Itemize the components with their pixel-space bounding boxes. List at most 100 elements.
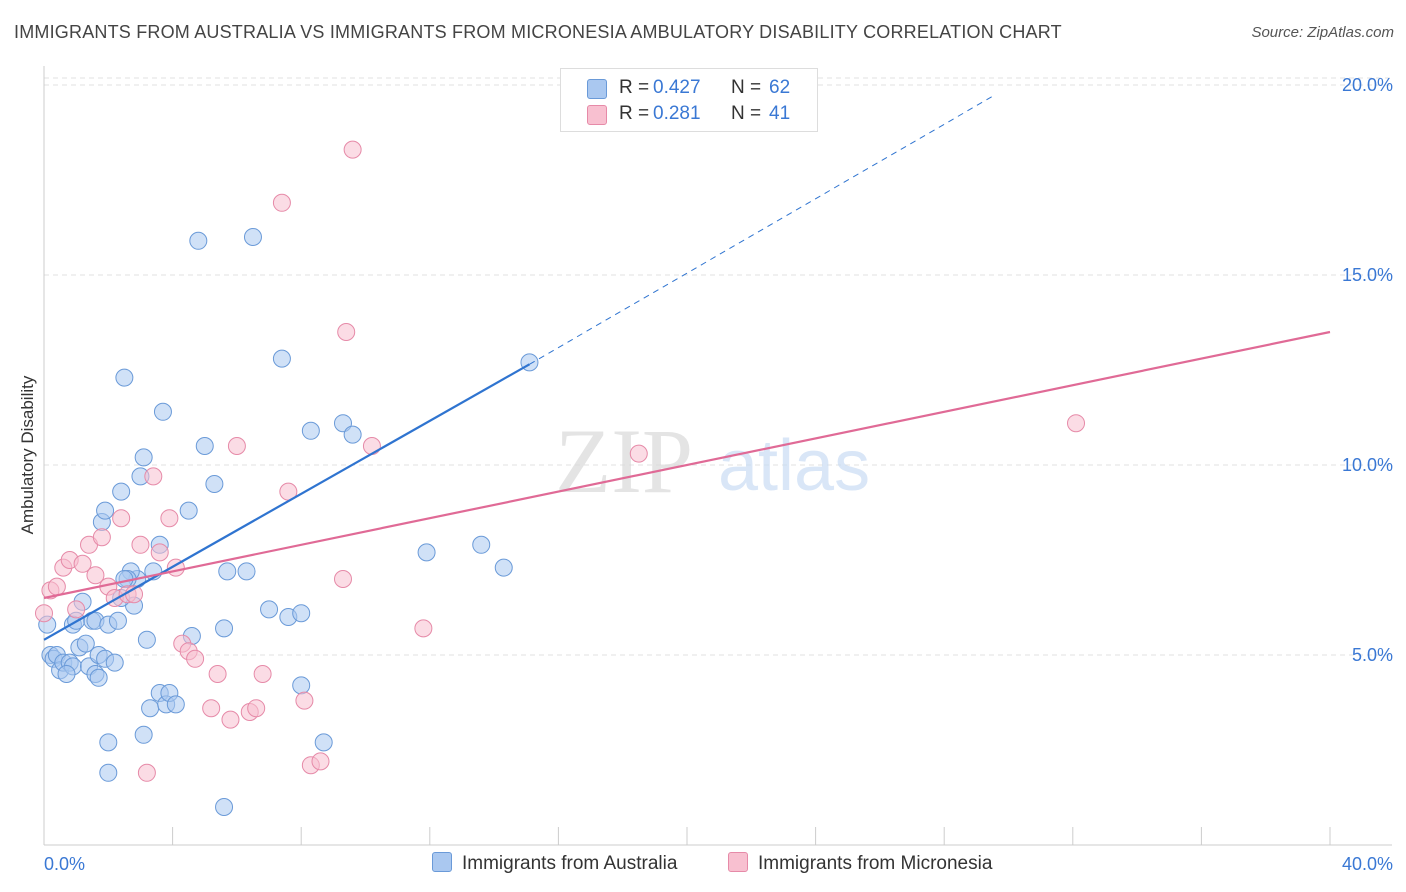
- legend-n-value: 41: [769, 103, 791, 124]
- point-micronesia: [92, 528, 111, 547]
- point-australia: [195, 437, 214, 455]
- point-australia: [215, 798, 234, 816]
- bottom-legend-label-micronesia: Immigrants from Micronesia: [758, 853, 993, 874]
- point-australia: [343, 425, 362, 444]
- point-australia: [99, 733, 118, 752]
- y-tick-label: 20.0%: [1342, 75, 1393, 95]
- point-australia: [243, 228, 262, 246]
- point-micronesia: [1067, 414, 1086, 433]
- point-micronesia: [144, 467, 163, 486]
- point-micronesia: [137, 763, 156, 782]
- point-micronesia: [333, 570, 352, 588]
- point-micronesia: [131, 535, 150, 554]
- point-micronesia: [272, 193, 291, 212]
- point-australia: [189, 231, 208, 250]
- point-micronesia: [311, 752, 330, 771]
- point-australia: [99, 763, 118, 782]
- y-axis-label: Ambulatory Disability: [18, 375, 37, 535]
- bottom-legend-label-australia: Immigrants from Australia: [462, 853, 678, 874]
- point-micronesia: [35, 604, 53, 623]
- point-micronesia: [160, 509, 179, 528]
- legend-r-value: 0.281: [653, 103, 701, 124]
- point-australia: [314, 733, 333, 752]
- point-australia: [417, 543, 436, 562]
- point-australia: [112, 482, 131, 501]
- legend-n-label: N =: [731, 103, 762, 124]
- point-australia: [76, 634, 95, 653]
- y-tick-label: 15.0%: [1342, 265, 1393, 285]
- watermark-atlas: atlas: [718, 426, 870, 506]
- point-micronesia: [112, 509, 131, 528]
- chart-title: IMMIGRANTS FROM AUSTRALIA VS IMMIGRANTS …: [14, 22, 1062, 42]
- point-australia: [292, 604, 311, 623]
- point-micronesia: [629, 444, 648, 463]
- point-micronesia: [414, 619, 433, 638]
- point-australia: [494, 558, 513, 577]
- point-australia: [134, 448, 153, 467]
- point-micronesia: [247, 699, 266, 718]
- point-australia: [57, 665, 76, 683]
- watermark-zip: ZIP: [555, 410, 693, 512]
- bottom-legend-micronesia: Immigrants from Micronesia: [728, 852, 992, 875]
- point-australia: [218, 562, 237, 581]
- point-australia: [237, 562, 256, 581]
- point-australia: [115, 570, 134, 588]
- point-australia: [472, 535, 491, 554]
- legend-n-label: N =: [731, 77, 762, 98]
- x-tick-label: 0.0%: [44, 854, 85, 874]
- trend-extension-australia: [529, 95, 993, 365]
- legend-n-value: 62: [769, 77, 791, 98]
- bottom-legend-australia: Immigrants from Australia: [432, 852, 677, 875]
- point-micronesia: [221, 710, 240, 729]
- point-micronesia: [186, 649, 205, 668]
- points-layer: [35, 140, 1086, 816]
- trend-line-micronesia: [43, 330, 1331, 600]
- axes-layer: [43, 66, 1392, 846]
- source-label: Source: ZipAtlas.com: [1251, 24, 1394, 41]
- point-australia: [115, 368, 134, 387]
- point-micronesia: [227, 437, 246, 455]
- point-australia: [166, 695, 185, 714]
- point-micronesia: [73, 554, 92, 573]
- tick-label-layer: 5.0% 10.0% 15.0% 20.0% 0.0% 40.0%: [44, 75, 1393, 874]
- point-australia: [260, 600, 279, 619]
- point-australia: [96, 501, 115, 520]
- point-australia: [215, 619, 234, 638]
- point-micronesia: [295, 691, 314, 710]
- point-australia: [272, 349, 291, 368]
- y-tick-label: 10.0%: [1342, 455, 1393, 475]
- point-micronesia: [67, 600, 86, 619]
- y-tick-label: 5.0%: [1352, 645, 1393, 665]
- point-australia: [301, 421, 320, 440]
- legend-r-value: 0.427: [653, 77, 701, 98]
- legend-swatch-micronesia: [587, 105, 607, 125]
- correlation-legend: R = 0.427 N = 62 R = 0.281 N = 41: [560, 68, 818, 132]
- point-australia: [205, 475, 224, 493]
- point-micronesia: [362, 437, 381, 455]
- point-australia: [105, 653, 124, 672]
- trend-line-australia: [43, 363, 531, 641]
- legend-swatch-australia: [587, 79, 607, 99]
- trend-layer: [43, 95, 1331, 641]
- point-micronesia: [202, 699, 221, 718]
- legend-r-label: R =: [619, 103, 650, 124]
- point-australia: [141, 699, 160, 718]
- x-tick-label: 40.0%: [1342, 854, 1393, 874]
- point-micronesia: [343, 140, 362, 159]
- point-australia: [153, 402, 172, 421]
- point-micronesia: [150, 543, 169, 562]
- point-micronesia: [337, 323, 356, 341]
- point-micronesia: [47, 577, 66, 596]
- point-micronesia: [253, 665, 272, 683]
- point-australia: [108, 611, 127, 630]
- bottom-legend-swatch-australia: [432, 852, 452, 872]
- point-micronesia: [208, 665, 227, 683]
- bottom-legend-swatch-micronesia: [728, 852, 748, 872]
- watermark: ZIP atlas: [555, 410, 870, 512]
- point-micronesia: [86, 566, 105, 585]
- legend-r-label: R =: [619, 77, 650, 98]
- point-australia: [134, 725, 153, 744]
- point-australia: [179, 501, 198, 520]
- point-australia: [89, 668, 108, 687]
